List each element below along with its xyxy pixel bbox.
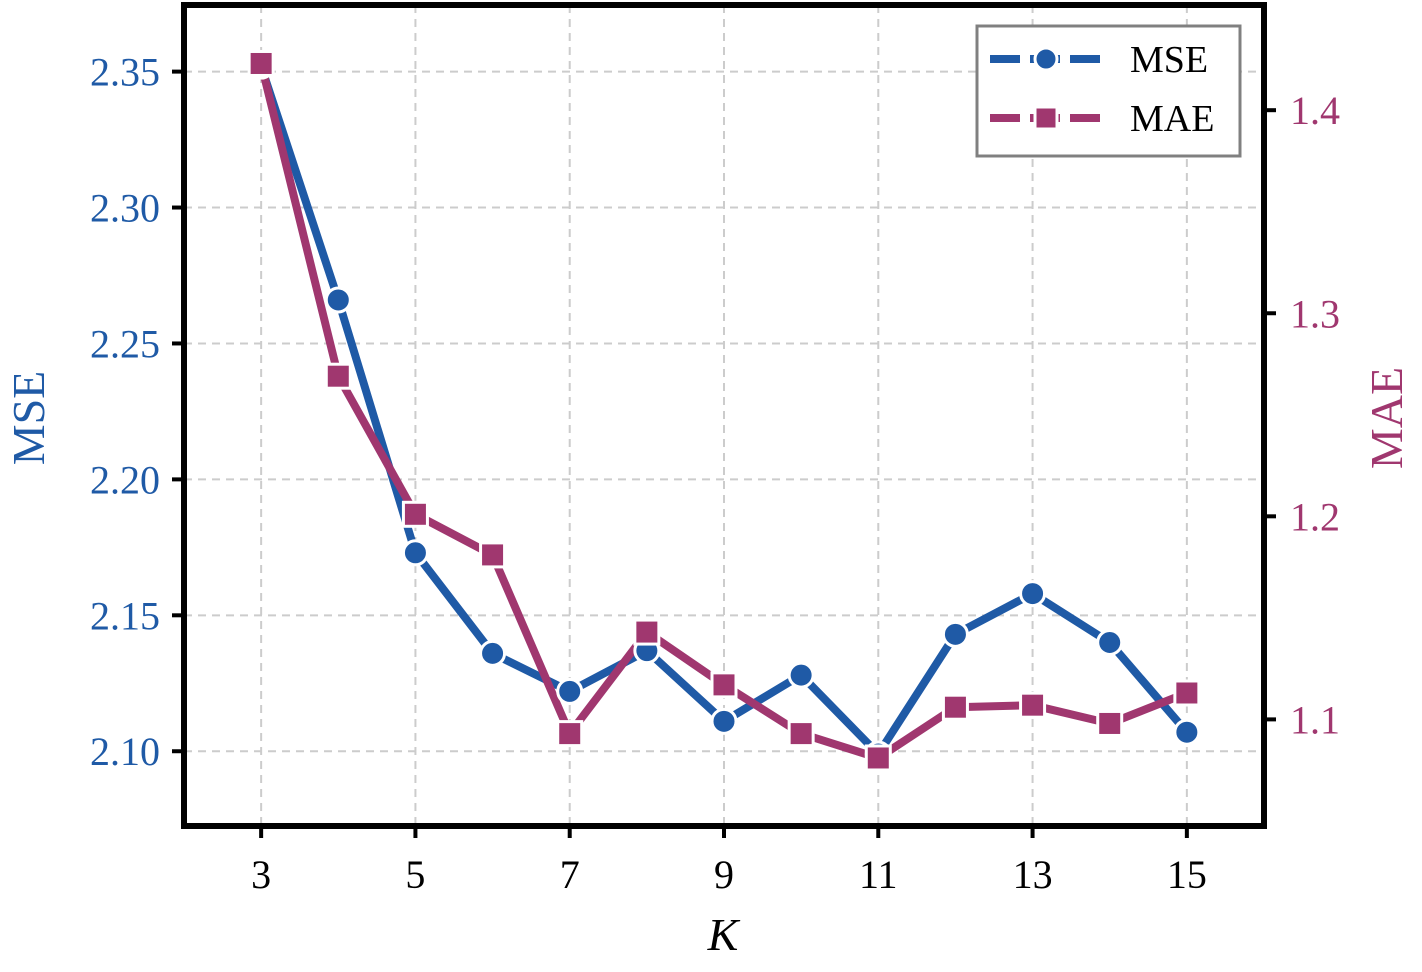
mse-point — [1173, 718, 1201, 746]
mae-point — [556, 720, 584, 748]
legend-mae-label: MAE — [1130, 98, 1214, 140]
left-tick-label: 2.35 — [90, 50, 160, 95]
mae-point — [324, 362, 352, 390]
right-axis-title: MAE — [1361, 367, 1412, 469]
mae-point — [247, 49, 275, 77]
left-tick-label: 2.10 — [90, 729, 160, 774]
mae-point — [401, 500, 429, 528]
left-axis-title: MSE — [3, 371, 54, 466]
left-tick-label: 2.25 — [90, 321, 160, 366]
left-tick-label: 2.20 — [90, 457, 160, 502]
legend-mae-marker — [1033, 105, 1059, 131]
x-tick-label: 13 — [1013, 852, 1053, 897]
plot-frame — [181, 2, 1267, 829]
left-tick-label: 2.30 — [90, 186, 160, 231]
right-tick-label: 1.4 — [1290, 88, 1340, 133]
mae-point — [787, 720, 815, 748]
mae-point — [710, 671, 738, 699]
mse-point — [324, 286, 352, 314]
mse-point — [401, 539, 429, 567]
mse-point — [1096, 628, 1124, 656]
x-axis: 3 5 7 9 11 13 15 — [251, 826, 1207, 897]
mae-point — [864, 744, 892, 772]
right-tick-label: 1.3 — [1290, 291, 1340, 336]
legend-box — [975, 24, 1242, 158]
x-tick-label: 7 — [560, 852, 580, 897]
x-tick-label: 9 — [714, 852, 734, 897]
left-y-axis: 2.10 2.15 2.20 2.25 2.30 2.35 — [90, 50, 184, 774]
mae-point — [1173, 679, 1201, 707]
right-y-axis: 1.1 1.2 1.3 1.4 — [1264, 88, 1340, 742]
mse-point — [1019, 580, 1047, 608]
mae-point — [479, 541, 507, 569]
legend-mse-marker — [1033, 46, 1059, 72]
mse-point — [710, 707, 738, 735]
x-tick-label: 15 — [1167, 852, 1207, 897]
right-tick-label: 1.1 — [1290, 697, 1340, 742]
left-tick-label: 2.15 — [90, 593, 160, 638]
mse-point — [556, 677, 584, 705]
x-tick-label: 5 — [405, 852, 425, 897]
right-tick-label: 1.2 — [1290, 494, 1340, 539]
legend-mse-label: MSE — [1130, 39, 1208, 81]
mae-point — [633, 618, 661, 646]
mse-point — [941, 620, 969, 648]
mae-point — [1096, 709, 1124, 737]
x-tick-label: 3 — [251, 852, 271, 897]
mae-point — [1019, 691, 1047, 719]
x-tick-label: 11 — [859, 852, 898, 897]
mae-point — [941, 693, 969, 721]
legend: MSE MAE — [975, 24, 1242, 158]
x-axis-title: K — [707, 909, 741, 960]
plot-series — [247, 49, 1201, 772]
mse-point — [479, 639, 507, 667]
mse-point — [787, 661, 815, 689]
